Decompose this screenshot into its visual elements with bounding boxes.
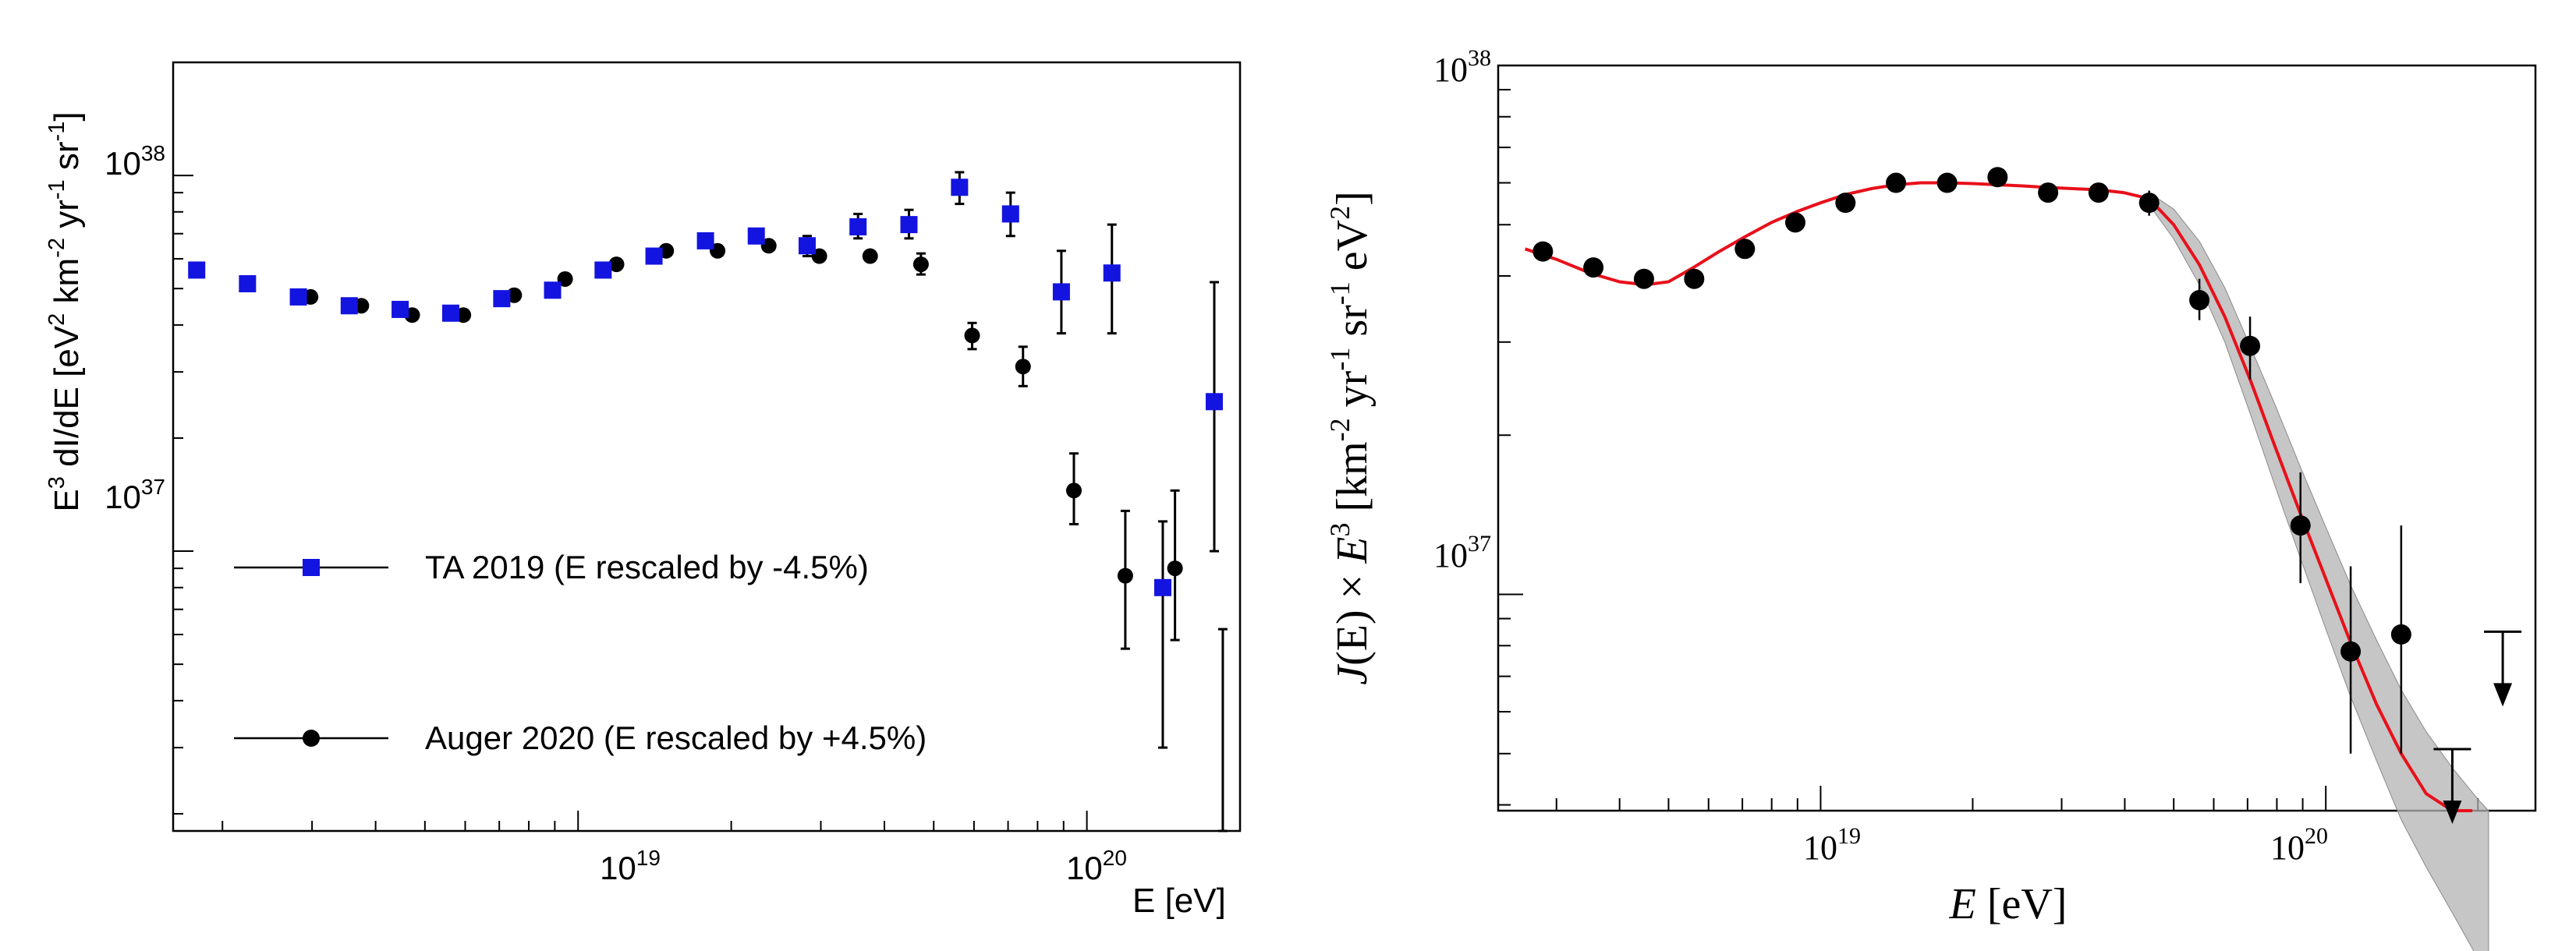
right-data-point — [2240, 335, 2261, 356]
right-data-point — [2189, 290, 2210, 311]
left-chart: 1019 1020 E [eV] 1037 1038 E3 dI/dE [eV2… — [44, 61, 1242, 920]
auger-data-point — [1117, 567, 1133, 584]
right-chart: 1019 1020 E [eV] 1037 1038 J(E) × E3 [km… — [1324, 45, 2537, 951]
right-data-point — [1835, 193, 1856, 214]
fit-curve — [1524, 181, 2473, 812]
right-data-point — [2340, 641, 2362, 662]
ta-data-point — [1205, 393, 1223, 411]
auger-data-point — [608, 256, 625, 273]
ta-data-point — [849, 217, 867, 235]
right-plot-frame — [1497, 64, 2537, 812]
legend-label-auger: Auger 2020 (E rescaled by +4.5%) — [425, 719, 927, 756]
left-data-points — [188, 179, 1223, 596]
right-data-point — [1936, 172, 1958, 193]
auger-data-point — [455, 307, 472, 323]
right-axis-ticks — [1498, 65, 2479, 811]
ta-data-point — [441, 304, 459, 322]
ta-data-point — [747, 227, 765, 245]
right-data-point — [1532, 241, 1554, 262]
right-data-point — [2038, 182, 2059, 203]
ta-data-point — [493, 290, 511, 308]
auger-data-point — [1065, 483, 1082, 499]
left-plot-frame — [172, 61, 1242, 833]
right-xtick-label-20: 1020 — [2270, 823, 2328, 867]
ta-data-point — [951, 179, 969, 196]
auger-data-point — [912, 256, 929, 273]
right-data-point — [1583, 257, 1604, 278]
auger-data-point — [1015, 359, 1031, 375]
ta-data-point — [392, 300, 409, 318]
auger-data-point — [557, 270, 573, 287]
ta-data-point — [696, 232, 714, 249]
ta-data-point — [1103, 264, 1121, 282]
ta-data-point — [340, 297, 358, 315]
legend-label-ta: TA 2019 (E rescaled by -4.5%) — [425, 549, 869, 585]
right-xtick-label-19: 1019 — [1803, 823, 1861, 867]
left-xtick-label-19: 1019 — [600, 846, 661, 886]
right-data-point — [1886, 172, 1907, 193]
auger-data-point — [964, 327, 980, 344]
ta-data-point — [544, 281, 562, 299]
ta-data-point — [239, 274, 257, 292]
auger-data-point — [1167, 560, 1183, 577]
right-data-point — [1734, 239, 1756, 260]
left-ytick-label-38: 1038 — [105, 141, 165, 182]
ta-data-point — [289, 288, 307, 306]
left-legend: TA 2019 (E rescaled by -4.5%) Auger 2020… — [234, 549, 927, 756]
right-data-point — [2290, 515, 2311, 536]
ta-data-point — [1153, 578, 1171, 596]
left-x-axis-label: E [eV] — [1132, 882, 1226, 920]
right-y-axis-label: J(E) × E3 [km-2 yr-1 sr-1 eV2] — [1324, 191, 1377, 684]
legend-marker-ta — [303, 559, 320, 576]
ta-data-point — [1001, 205, 1019, 223]
upper-limit-arrow — [2493, 683, 2513, 707]
ta-data-point — [1052, 283, 1070, 301]
right-data-point — [1633, 268, 1654, 289]
left-ytick-label-37: 1037 — [105, 475, 165, 515]
ta-data-point — [900, 216, 918, 234]
ta-data-point — [798, 237, 816, 255]
legend-marker-auger — [303, 730, 320, 747]
right-data-point — [1987, 167, 2008, 188]
right-x-axis-label: E [eV] — [1949, 880, 2068, 928]
right-data-point — [1784, 212, 1805, 233]
right-ytick-label-37: 1037 — [1433, 531, 1491, 574]
left-xtick-label-20: 1020 — [1066, 846, 1127, 886]
left-axis-ticks — [173, 62, 1241, 831]
right-data-point — [2088, 182, 2109, 203]
right-data-point — [1684, 268, 1705, 289]
right-data-points — [1532, 167, 2411, 662]
right-upper-limits — [2433, 630, 2522, 824]
fit-uncertainty-band — [2149, 192, 2489, 951]
left-y-axis-label: E3 dI/dE [eV2 km-2 yr-1 sr-1] — [44, 111, 86, 511]
auger-data-point — [862, 248, 878, 264]
ta-data-point — [594, 261, 612, 279]
right-data-point — [2390, 624, 2411, 645]
right-ytick-label-38: 1038 — [1433, 45, 1491, 89]
right-data-point — [2138, 193, 2160, 214]
ta-data-point — [645, 247, 663, 265]
upper-limit-arrow — [2443, 800, 2462, 824]
ta-data-point — [188, 261, 206, 279]
